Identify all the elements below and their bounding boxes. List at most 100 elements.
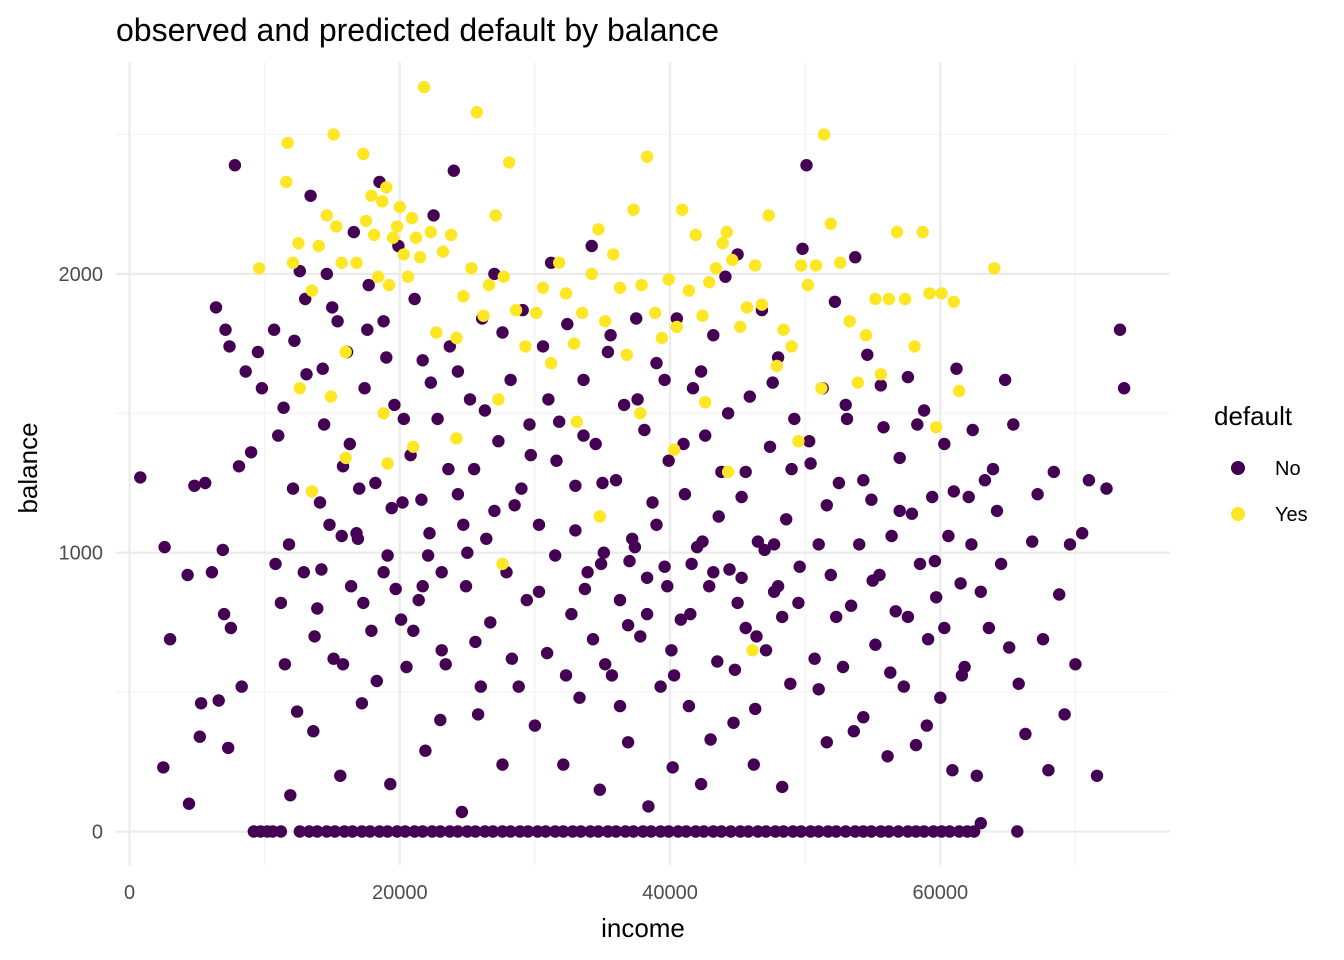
point-no: [892, 825, 905, 838]
point-no: [750, 630, 763, 643]
point-no: [885, 529, 898, 543]
point-yes: [613, 281, 627, 294]
point-no: [704, 733, 717, 746]
point-no: [947, 485, 960, 498]
point-no: [1076, 527, 1089, 540]
point-no: [946, 764, 959, 777]
point-no: [965, 538, 978, 551]
point-no: [631, 393, 644, 406]
point-no: [358, 382, 371, 395]
point-no: [585, 239, 598, 253]
point-no: [388, 398, 401, 412]
point-no: [1082, 474, 1096, 487]
point-no: [419, 744, 432, 757]
point-no: [384, 777, 397, 791]
series-no: [134, 159, 1131, 838]
point-no: [1042, 764, 1055, 777]
point-no: [326, 301, 339, 314]
point-no: [474, 680, 487, 693]
point-yes: [908, 340, 921, 353]
point-no: [596, 476, 609, 490]
point-no: [461, 825, 474, 838]
point-no: [423, 527, 436, 540]
point-yes: [953, 384, 966, 398]
point-no: [182, 797, 196, 810]
point-no: [581, 566, 594, 579]
point-yes: [430, 326, 443, 339]
point-no: [288, 334, 301, 347]
point-no: [658, 560, 671, 573]
point-no: [347, 225, 360, 239]
y-tick-label: 2000: [59, 264, 104, 286]
point-no: [619, 825, 632, 838]
point-yes: [397, 248, 410, 261]
point-yes: [869, 292, 882, 306]
point-no: [344, 580, 358, 593]
point-yes: [988, 262, 1001, 275]
point-no: [528, 719, 542, 732]
point-no: [739, 465, 752, 479]
point-no: [642, 800, 655, 813]
point-no: [561, 317, 574, 331]
point-no: [646, 496, 659, 509]
point-no: [416, 580, 429, 593]
point-no: [496, 758, 509, 771]
point-no: [320, 825, 333, 838]
point-yes: [667, 443, 681, 456]
point-no: [604, 329, 617, 342]
y-axis-title: balance: [13, 422, 43, 513]
point-no: [158, 540, 171, 554]
point-yes: [649, 306, 662, 320]
point-yes: [740, 301, 754, 314]
point-no: [865, 493, 878, 506]
point-yes: [592, 223, 605, 236]
point-no: [731, 596, 744, 610]
point-no: [786, 825, 800, 838]
point-no: [589, 437, 602, 451]
point-yes: [536, 281, 550, 294]
point-no: [1026, 535, 1039, 548]
point-yes: [559, 287, 573, 300]
point-yes: [762, 209, 775, 222]
point-no: [362, 278, 375, 292]
point-no: [974, 817, 987, 830]
point-no: [712, 510, 725, 523]
point-no: [785, 462, 798, 476]
point-no: [671, 825, 685, 838]
point-yes: [599, 315, 612, 328]
point-no: [793, 560, 806, 573]
point-no: [623, 554, 636, 568]
point-no: [812, 683, 825, 696]
point-yes: [339, 345, 352, 359]
point-no: [331, 315, 344, 328]
point-no: [293, 264, 306, 278]
point-no: [469, 635, 482, 649]
point-no: [942, 529, 955, 543]
point-no: [678, 488, 692, 501]
point-no: [496, 825, 509, 838]
point-no: [455, 805, 469, 819]
point-no: [369, 476, 382, 490]
point-no: [594, 557, 608, 571]
point-no: [269, 557, 282, 571]
point-no: [586, 633, 600, 646]
point-yes: [824, 217, 837, 230]
point-no: [650, 356, 663, 370]
point-yes: [593, 510, 606, 523]
point-yes: [874, 368, 887, 381]
point-no: [728, 663, 742, 676]
point-no: [982, 621, 996, 635]
legend-key-yes: [1231, 507, 1245, 521]
point-yes: [770, 359, 783, 373]
point-yes: [815, 382, 828, 395]
point-no: [408, 292, 421, 306]
point-no: [199, 476, 212, 490]
point-no: [426, 825, 439, 838]
point-yes: [357, 147, 370, 161]
y-tick-label: 1000: [59, 543, 104, 565]
point-yes: [777, 323, 790, 336]
point-yes: [335, 256, 348, 269]
point-yes: [305, 485, 319, 498]
point-no: [515, 482, 528, 495]
point-no: [239, 365, 252, 378]
